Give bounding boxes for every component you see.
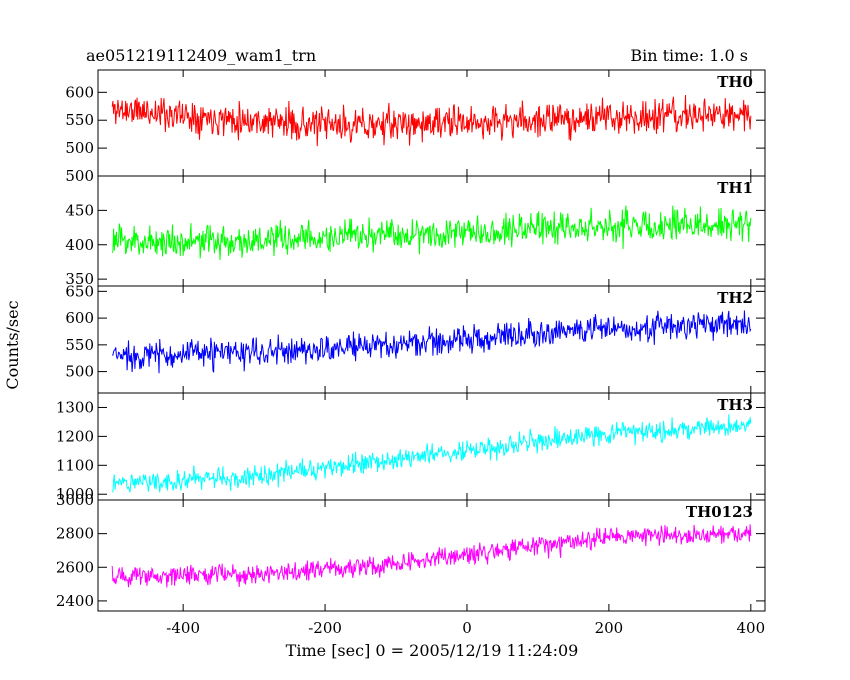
panel-label-th3: TH3 (717, 396, 753, 414)
x-tick-label: 0 (462, 619, 472, 637)
y-tick-label: 500 (65, 167, 94, 185)
y-tick-label: 3000 (56, 491, 94, 509)
panel-label-th0123: TH0123 (686, 503, 753, 521)
series-line-th0 (111, 94, 752, 147)
series-line-th3 (112, 414, 752, 493)
y-tick-label: 550 (65, 111, 94, 129)
x-tick-label: 200 (595, 619, 624, 637)
panel-frame (97, 499, 766, 612)
y-tick-label: 600 (65, 83, 94, 101)
y-tick-label: 500 (65, 363, 94, 381)
y-tick-label: 600 (65, 309, 94, 327)
panel-label-th0: TH0 (717, 73, 753, 91)
y-tick-label: 1000 (56, 485, 94, 503)
y-tick-label: 450 (65, 201, 94, 219)
y-tick-label: 350 (65, 270, 94, 288)
panel-frame (97, 285, 766, 394)
y-tick-label: 2400 (56, 592, 94, 610)
y-tick-label: 1300 (56, 398, 94, 416)
x-axis-title: Time [sec] 0 = 2005/12/19 11:24:09 (286, 641, 579, 660)
panel-label-th1: TH1 (717, 179, 753, 197)
y-axis-title: Counts/sec (3, 300, 22, 389)
y-tick-label: 550 (65, 336, 94, 354)
x-axis-tick-labels: -400 -200 0 200 400 (166, 619, 765, 637)
x-tick-label: -200 (308, 619, 342, 637)
y-tick-label: 500 (65, 139, 94, 157)
plot-title: ae051219112409_wam1_trn (86, 46, 316, 65)
panel-label-th2: TH2 (717, 289, 753, 307)
bin-time-label: Bin time: 1.0 s (630, 46, 748, 65)
panel-th3: 1000 1100 1200 1300 TH3 (56, 392, 766, 503)
panel-th2: 500 550 600 650 TH2 (65, 282, 766, 394)
x-tick-label: -400 (166, 619, 200, 637)
y-tick-label: 2800 (56, 525, 94, 543)
y-tick-label: 400 (65, 236, 94, 254)
panel-th1: 350 400 450 500 TH1 (65, 167, 766, 288)
x-tick-label: 400 (736, 619, 765, 637)
series-line-th0123 (111, 524, 752, 588)
y-tick-label: 2600 (56, 558, 94, 576)
y-tick-label: 1200 (56, 427, 94, 445)
y-tick-label: 650 (65, 282, 94, 300)
panel-frame (97, 175, 766, 287)
panels: 500 550 600 TH0 350 400 450 500 TH1 500 550 600 650 T… (56, 69, 766, 612)
panel-th0123: 2400 2600 2800 3000 TH0123 (56, 491, 766, 612)
series-line-th1 (111, 205, 752, 260)
panel-th0: 500 550 600 TH0 (65, 69, 766, 177)
y-tick-label: 1100 (56, 456, 94, 474)
series-line-th2 (112, 310, 752, 374)
